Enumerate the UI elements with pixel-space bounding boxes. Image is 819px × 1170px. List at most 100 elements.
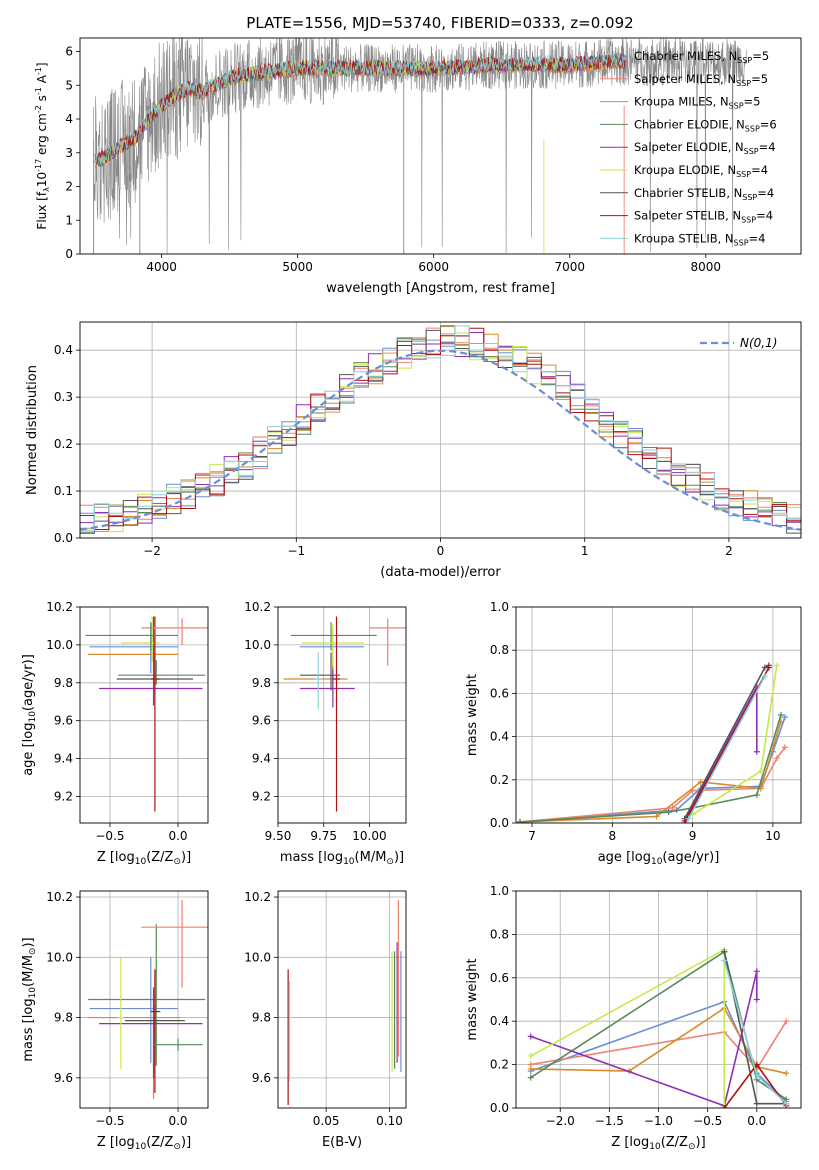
x-tick-label: 0.05 — [313, 1114, 340, 1128]
y-tick-label: 0.8 — [490, 927, 509, 941]
y-axis-label: mass weight — [465, 674, 480, 756]
legend-label-tail: =4 — [751, 163, 768, 177]
weight-point-marker — [517, 818, 524, 823]
y-axis-label-part: ] — [35, 62, 49, 67]
panel-age-vs-Z: −0.5 0.09.29.49.69.810.010.2Z [log10(Z/Z⊙… — [21, 600, 209, 867]
x-axis-label: mass [log10(M/M⊙)] — [280, 850, 404, 867]
weight-series-line-8 — [687, 675, 766, 820]
legend-label-sub: SSP — [736, 170, 751, 179]
x-tick-label: −1.0 — [644, 1114, 673, 1128]
axes-frame — [79, 37, 802, 255]
y-tick-label: 9.6 — [54, 1071, 73, 1085]
x-tick-label: 0.0 — [747, 1114, 766, 1128]
x-axis-label-part: (Z/Z — [146, 1135, 173, 1150]
legend-label-main: Kroupa MILES, N — [634, 95, 729, 109]
y-axis-label-part: A — [35, 74, 49, 87]
panel-residuals: −2 −1 0 1 2 0.0 0.1 0.2 0.3 0.4 (data-model)/error… — [25, 321, 802, 580]
weight-point-marker — [753, 1061, 760, 1068]
y-tick-label: 0.6 — [490, 971, 509, 985]
y-axis-label-part: Flux [f — [35, 191, 49, 229]
weight-series-line-5 — [692, 665, 778, 816]
x-tick-label: −1.5 — [595, 1114, 624, 1128]
y-tick-label: 0.0 — [490, 1101, 509, 1115]
x-tick-label: 9 — [689, 829, 697, 843]
legend-label: Chabrier STELIB, NSSP=4 — [634, 186, 774, 202]
y-tick-label: 1.0 — [490, 600, 509, 614]
legend-label-sub: SSP — [745, 124, 760, 133]
legend-label-tail: =4 — [759, 140, 776, 154]
panel-spectrum: 4000 5000 6000 7000 8000 0 1 2 3 4 5 6 wavelength [A… — [34, 37, 802, 296]
panel-age-vs-mass: 9.50 9.75 10.00 9.2 9.4 9.6 9.8 10.0 10.2 mass [l… — [244, 600, 407, 867]
legend-label-tail: =5 — [752, 49, 769, 63]
plot-area — [93, 38, 747, 254]
x-axis-label-part: )] — [181, 850, 191, 865]
y-axis-label-part: 10 — [28, 987, 38, 999]
y-axis-label-part: erg cm — [35, 113, 49, 159]
y-tick-label: 10.0 — [244, 950, 271, 964]
x-axis-label: wavelength [Angstrom, rest frame] — [326, 281, 555, 296]
legend-label-tail: =5 — [744, 95, 761, 109]
y-tick-label: 9.4 — [252, 752, 271, 766]
x-axis-label: (data-model)/error — [380, 565, 501, 580]
legend-label-tail: =5 — [751, 72, 768, 86]
weight-point-marker — [773, 755, 780, 762]
x-tick-label: 9.50 — [265, 829, 292, 843]
legend-label: Chabrier MILES, NSSP=5 — [634, 49, 769, 65]
legend-label: Kroupa ELODIE, NSSP=4 — [634, 163, 768, 179]
y-tick-label: 0.4 — [490, 1014, 509, 1028]
x-tick-label: −0.5 — [693, 1114, 722, 1128]
legend-label-tail: =4 — [749, 231, 766, 245]
y-axis-label-part: -17 — [34, 159, 43, 172]
y-tick-label: 10.2 — [46, 600, 73, 614]
plot-area — [80, 322, 801, 538]
y-axis-label-part: mass [log — [21, 998, 36, 1061]
x-tick-label: 6000 — [418, 260, 449, 274]
x-axis-label-part: 10 — [651, 857, 663, 867]
legend: N(0,1) — [700, 336, 777, 350]
plot-area — [516, 607, 801, 823]
axes-frame — [79, 890, 209, 1109]
weight-series-line-8 — [723, 960, 787, 1105]
legend-label-main: Chabrier ELODIE, N — [634, 117, 745, 131]
plot-area — [80, 607, 208, 823]
weight-point-marker — [697, 778, 704, 785]
x-tick-label: 10.00 — [352, 829, 386, 843]
weight-point-marker — [527, 1065, 534, 1072]
y-tick-label: 4 — [65, 112, 73, 126]
y-tick-label: 1 — [65, 213, 73, 227]
weight-point-marker — [721, 1105, 728, 1108]
legend-label-main: Chabrier MILES, N — [634, 49, 737, 63]
x-axis-label-part: ⊙ — [386, 857, 394, 867]
y-tick-label: 0.4 — [54, 343, 73, 357]
x-axis-label-part: )] — [181, 1135, 191, 1150]
x-axis-label: E(B-V) — [322, 1135, 362, 1150]
y-tick-label: 10.0 — [46, 950, 73, 964]
legend-label-sub: SSP — [736, 79, 751, 88]
y-axis-label-part: -1 — [34, 87, 43, 95]
y-axis-label-part: (M/M — [21, 955, 36, 987]
axes-frame — [515, 890, 802, 1109]
legend-label-main: Chabrier STELIB, N — [634, 186, 742, 200]
y-axis-label-part: ⊙ — [28, 948, 38, 956]
weight-point-marker — [783, 1018, 790, 1025]
x-axis-label-part: Z [log — [97, 1135, 135, 1150]
x-tick-label: 7000 — [554, 260, 585, 274]
weight-point-marker — [781, 714, 788, 721]
legend-label: Kroupa MILES, NSSP=5 — [634, 95, 760, 111]
weight-point-marker — [685, 815, 692, 822]
weight-point-marker — [527, 1033, 534, 1040]
legend-label: Chabrier ELODIE, NSSP=6 — [634, 117, 777, 133]
weight-point-marker — [527, 1074, 534, 1081]
x-tick-label: 0.10 — [376, 1114, 403, 1128]
x-axis-label-part: ⊙ — [173, 1142, 181, 1152]
y-tick-label: 2 — [65, 180, 73, 194]
y-tick-label: 1.0 — [490, 884, 509, 898]
panel-massweight-vs-Z: −2.0 −1.5 −1.0 −0.5 0.0 0.0 0.2 0.4 0.6 0.8 1.0 Z [… — [465, 884, 802, 1152]
x-tick-label: 7 — [528, 829, 536, 843]
weight-point-marker — [753, 748, 760, 755]
y-axis-label: Flux [fλ10-17 erg cm-2 s-1 A-1] — [34, 62, 51, 229]
y-tick-label: 5 — [65, 78, 73, 92]
x-tick-label: 8000 — [691, 260, 722, 274]
legend-label-sub: SSP — [741, 216, 756, 225]
